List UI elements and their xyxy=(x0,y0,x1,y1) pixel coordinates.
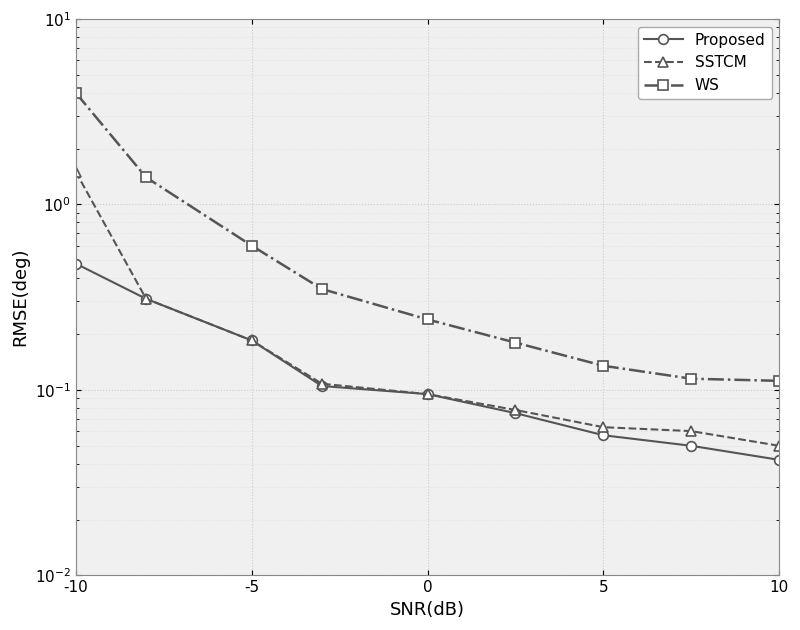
Proposed xyxy=(71,260,81,267)
SSTCM xyxy=(317,380,326,387)
WS xyxy=(598,362,608,370)
Line: Proposed: Proposed xyxy=(71,259,784,465)
WS xyxy=(71,89,81,96)
SSTCM xyxy=(71,168,81,176)
WS xyxy=(510,339,520,346)
SSTCM xyxy=(422,391,432,398)
WS xyxy=(317,285,326,293)
WS xyxy=(247,242,257,249)
Proposed xyxy=(686,442,696,450)
Proposed xyxy=(774,456,784,464)
Line: WS: WS xyxy=(71,88,784,386)
WS xyxy=(774,377,784,385)
SSTCM xyxy=(510,406,520,414)
Proposed xyxy=(510,410,520,417)
Legend: Proposed, SSTCM, WS: Proposed, SSTCM, WS xyxy=(638,26,772,99)
SSTCM xyxy=(142,295,151,302)
Proposed xyxy=(422,391,432,398)
Proposed xyxy=(317,382,326,390)
Y-axis label: RMSE(deg): RMSE(deg) xyxy=(11,248,29,346)
WS xyxy=(686,375,696,382)
SSTCM xyxy=(774,442,784,450)
Line: SSTCM: SSTCM xyxy=(71,167,784,450)
Proposed xyxy=(142,295,151,302)
SSTCM xyxy=(686,427,696,435)
WS xyxy=(422,316,432,323)
SSTCM xyxy=(598,423,608,431)
WS xyxy=(142,174,151,181)
Proposed xyxy=(598,432,608,439)
X-axis label: SNR(dB): SNR(dB) xyxy=(390,601,465,619)
Proposed xyxy=(247,336,257,344)
SSTCM xyxy=(247,336,257,344)
